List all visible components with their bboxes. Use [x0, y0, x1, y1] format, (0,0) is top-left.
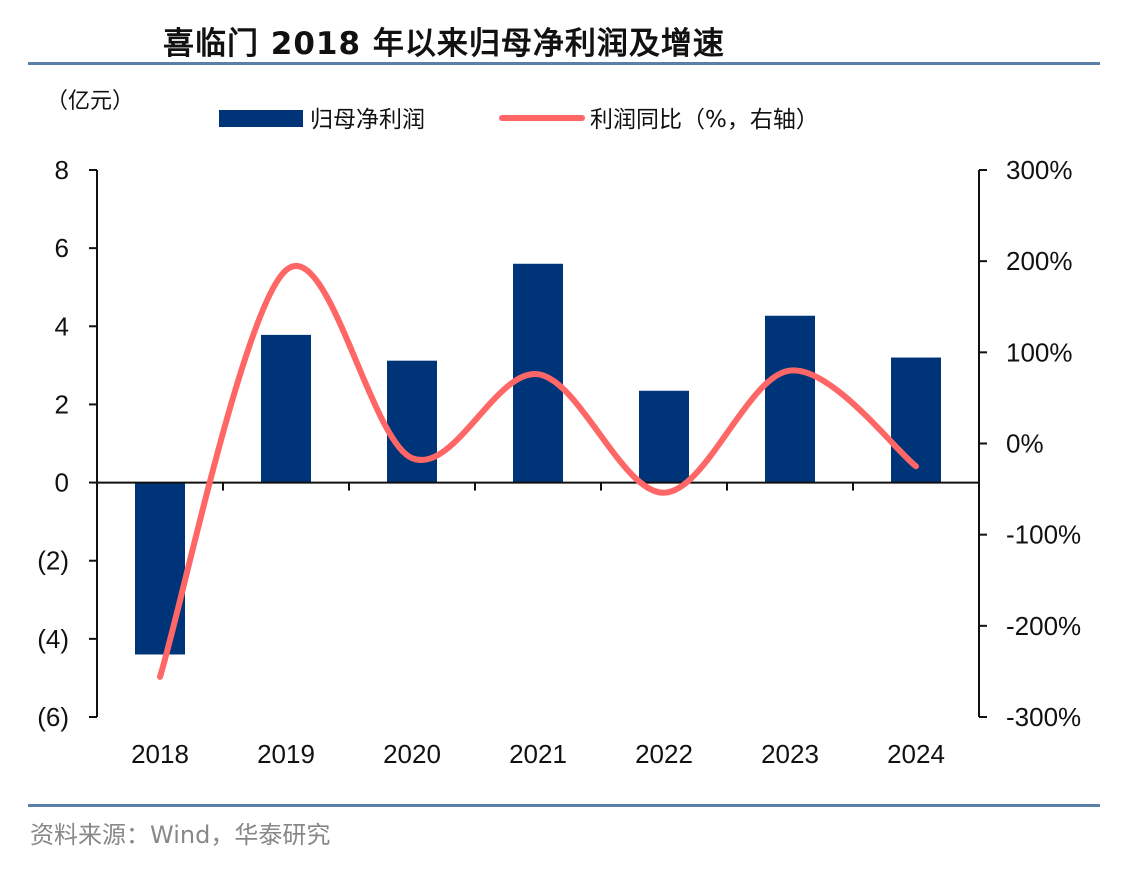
left-axis-tick-label: 4 [55, 311, 69, 341]
left-axis-tick-label: 2 [55, 389, 69, 419]
x-axis-tick-label: 2018 [131, 739, 189, 769]
legend-label-bar: 归母净利润 [310, 107, 425, 133]
x-axis-tick-label: 2024 [887, 739, 945, 769]
left-axis-tick-label: (6) [37, 702, 69, 732]
bar-2020 [387, 360, 437, 483]
line-series [157, 263, 919, 680]
right-axis-tick-label: 100% [1006, 337, 1073, 367]
chart-title: 喜临门 2018 年以来归母净利润及增速 [163, 26, 725, 62]
right-axis-tick-label: 300% [1006, 155, 1073, 185]
bar-2019 [261, 334, 311, 483]
x-axis-tick-label: 2022 [635, 739, 693, 769]
x-axis-labels: 2018 2019 2020 2021 2022 2023 2024 [131, 739, 945, 769]
x-axis-tick-label: 2019 [257, 739, 315, 769]
left-axis-tick-label: 0 [55, 468, 69, 498]
right-axis-tick-label: 200% [1006, 246, 1073, 276]
footer-divider [28, 804, 1100, 807]
left-axis-tick-label: 8 [55, 155, 69, 185]
title-divider [28, 62, 1100, 65]
x-axis-tick-label: 2023 [761, 739, 819, 769]
left-axis: 8 6 4 2 0 (2) (4) (6) [37, 155, 98, 732]
left-axis-tick-label: (2) [37, 546, 69, 576]
x-axis-tick-label: 2021 [509, 739, 567, 769]
bar-series [135, 263, 941, 655]
x-axis-tick-label: 2020 [383, 739, 441, 769]
bar-2023 [765, 315, 815, 483]
source-note: 资料来源：Wind，华泰研究 [30, 821, 331, 849]
right-axis-tick-label: -300% [1006, 702, 1081, 732]
right-axis-tick-label: 0% [1006, 429, 1044, 459]
legend-swatch-bar [219, 110, 303, 127]
legend-label-line: 利润同比（%，右轴） [590, 107, 819, 133]
bar-2018 [135, 482, 185, 655]
right-axis: 300% 200% 100% 0% -100% -200% -300% [978, 155, 1081, 732]
right-axis-tick-label: -100% [1006, 520, 1081, 550]
left-unit-label: （亿元） [46, 89, 134, 114]
x-axis [97, 481, 979, 491]
left-axis-tick-label: 6 [55, 233, 69, 263]
growth-line [157, 263, 919, 680]
bar-2024 [891, 357, 941, 483]
legend: 归母净利润 利润同比（%，右轴） [219, 107, 819, 133]
bar-2022 [639, 390, 689, 483]
right-axis-tick-label: -200% [1006, 611, 1081, 641]
left-axis-tick-label: (4) [37, 624, 69, 654]
